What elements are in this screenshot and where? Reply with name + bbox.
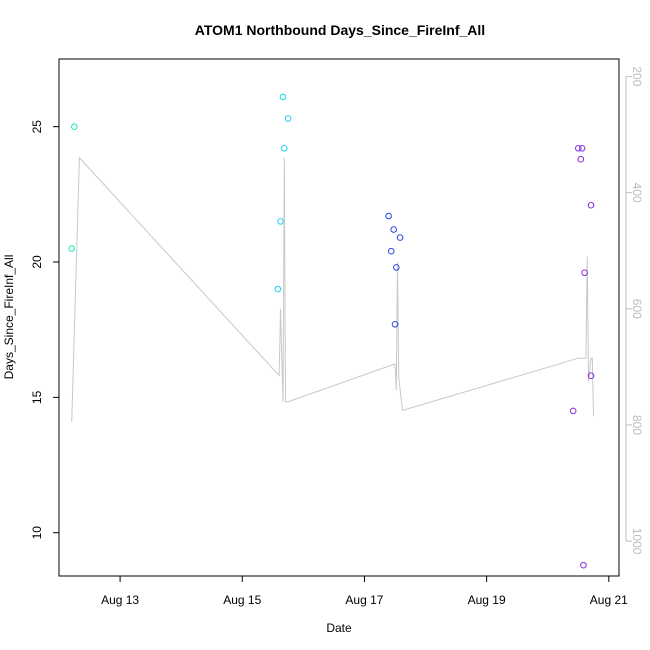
- x-tick-label: Aug 13: [101, 593, 139, 607]
- data-point: [393, 264, 400, 271]
- x-tick-label: Aug 17: [345, 593, 383, 607]
- x-tick-label: Aug 15: [223, 593, 261, 607]
- data-point: [587, 372, 595, 380]
- data-point: [68, 245, 75, 252]
- data-point: [578, 145, 586, 152]
- data-point: [277, 218, 284, 225]
- data-point: [569, 407, 577, 415]
- data-point: [575, 145, 582, 152]
- right-tick-label: 800: [630, 415, 644, 435]
- chart-title: ATOM1 Northbound Days_Since_FireInf_All: [195, 22, 485, 38]
- right-tick-label: 400: [630, 183, 644, 203]
- x-tick-label: Aug 21: [590, 593, 628, 607]
- right-tick-label: 200: [630, 66, 644, 86]
- data-point: [274, 285, 282, 293]
- data-point: [396, 234, 404, 241]
- y-tick-label: 20: [30, 255, 44, 269]
- data-point: [587, 201, 595, 209]
- data-point: [581, 269, 588, 277]
- data-point: [391, 321, 399, 328]
- y-axis: 10 15 20 25: [30, 120, 59, 540]
- data-point: [71, 123, 78, 130]
- x-tick-label: Aug 19: [468, 593, 506, 607]
- right-tick-label: 1000: [630, 528, 644, 555]
- data-point: [279, 93, 287, 101]
- right-axis: 200 400 600 800 1000: [625, 66, 644, 555]
- data-point: [577, 155, 585, 163]
- y-tick-label: 25: [30, 120, 44, 134]
- data-point: [385, 212, 392, 220]
- data-point: [580, 561, 587, 569]
- data-points: [68, 93, 595, 569]
- plot-frame: [58, 58, 620, 577]
- y-tick-label: 10: [30, 526, 44, 540]
- secondary-series: [71, 156, 594, 423]
- x-axis-label: Date: [326, 621, 352, 635]
- data-point: [281, 145, 288, 152]
- right-tick-label: 600: [630, 299, 644, 319]
- data-point: [387, 247, 395, 255]
- y-axis-label: Days_Since_FireInf_All: [2, 255, 16, 380]
- data-point: [284, 115, 292, 122]
- secondary-line: [71, 156, 594, 423]
- y-tick-label: 15: [30, 390, 44, 404]
- data-point: [390, 226, 398, 233]
- x-axis: Aug 13 Aug 15 Aug 17 Aug 19 Aug 21: [101, 576, 628, 607]
